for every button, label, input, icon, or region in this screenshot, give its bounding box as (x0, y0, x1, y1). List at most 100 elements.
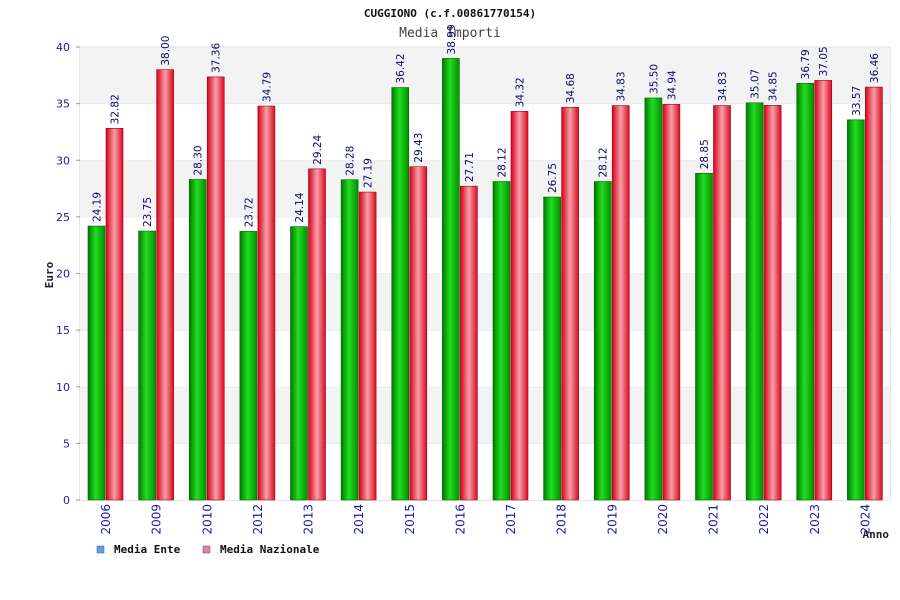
bar-media-nazionale-2022 (763, 105, 782, 501)
bar-media-nazionale-2017 (510, 111, 529, 501)
bar-media-ente-2006 (87, 225, 106, 501)
value-label: 23.72 (243, 197, 255, 227)
x-tick-label: 2009 (150, 504, 164, 535)
bar-media-ente-2016 (442, 58, 460, 501)
value-label: 37.05 (818, 46, 830, 76)
value-labels: 24.19 32.82 23.75 38.00 28.30 37.36 23.72 34.79… (92, 24, 881, 227)
legend-label-media-nazionale: Media Nazionale (220, 543, 320, 556)
y-tick-label: 25 (56, 211, 70, 224)
x-tick-label: 2019 (605, 504, 619, 535)
bar-media-ente-2013 (290, 226, 308, 501)
bar-media-nazionale-2009 (156, 69, 174, 501)
value-label: 36.42 (395, 53, 407, 83)
x-tick-label: 2010 (200, 504, 214, 535)
x-tick-label: 2024 (858, 504, 872, 535)
value-label: 26.75 (547, 163, 559, 193)
y-tick-label: 10 (56, 381, 70, 394)
x-tick-label: 2015 (403, 504, 417, 535)
x-tick-label: 2014 (352, 504, 366, 535)
value-label: 23.75 (142, 197, 154, 227)
x-axis-label: Anno (863, 528, 890, 541)
value-label: 28.85 (699, 139, 711, 169)
bar-media-nazionale-2006 (105, 128, 124, 501)
x-tick-label: 2023 (808, 504, 822, 535)
value-label: 24.19 (92, 192, 104, 222)
value-label: 27.71 (464, 152, 476, 182)
bar-media-ente-2012 (239, 231, 258, 501)
bar-media-nazionale-2024 (865, 86, 883, 501)
bar-media-ente-2014 (340, 179, 359, 501)
value-label: 34.68 (565, 73, 577, 103)
value-label: 33.57 (851, 86, 863, 116)
chart-subtitle: Media Importi (399, 26, 501, 41)
y-tick-label: 5 (63, 437, 70, 450)
value-label: 35.50 (648, 64, 660, 94)
bar-media-nazionale-2013 (308, 168, 326, 501)
value-label: 36.79 (800, 49, 812, 79)
bar-media-nazionale-2019 (611, 105, 630, 501)
legend: Media Ente Media Nazionale (96, 543, 320, 556)
bars (87, 58, 883, 501)
bar-media-nazionale-2015 (409, 166, 428, 501)
bar-media-ente-2018 (543, 196, 561, 501)
y-tick-label: 35 (56, 98, 70, 111)
chart-title: CUGGIONO (c.f.00861770154) (364, 7, 536, 20)
value-label: 36.46 (869, 53, 881, 83)
x-tick-label: 2012 (251, 504, 265, 535)
x-tick-label: 2006 (99, 504, 113, 535)
bar-media-ente-2021 (695, 172, 713, 501)
x-axis: 2006 2009 2010 2012 2013 2014 2015 2016 2017 2018… (99, 504, 872, 535)
value-label: 27.19 (363, 158, 375, 188)
bar-media-ente-2010 (188, 179, 207, 501)
value-label: 32.82 (110, 94, 122, 124)
x-tick-label: 2016 (453, 504, 467, 535)
bar-media-nazionale-2016 (460, 185, 478, 501)
bar-media-ente-2019 (593, 181, 612, 501)
value-label: 28.30 (193, 145, 205, 175)
x-tick-label: 2021 (707, 504, 721, 535)
y-tick-label: 30 (56, 154, 70, 167)
y-tick-label: 15 (56, 324, 70, 337)
bar-media-nazionale-2010 (206, 76, 225, 501)
value-label: 28.12 (497, 147, 509, 177)
value-label: 34.94 (666, 70, 678, 100)
value-label: 35.07 (750, 69, 762, 99)
value-label: 34.83 (616, 71, 628, 101)
value-label: 34.83 (717, 71, 729, 101)
y-tick-label: 0 (63, 494, 70, 507)
bar-media-ente-2017 (492, 181, 511, 501)
y-axis-label: Euro (43, 261, 56, 288)
value-label: 24.14 (294, 192, 306, 222)
value-label: 29.24 (312, 134, 324, 164)
x-tick-label: 2013 (302, 504, 316, 535)
y-tick-label: 20 (56, 268, 70, 281)
bar-media-ente-2022 (745, 102, 764, 501)
y-axis: 0 5 10 15 20 25 30 35 40 (56, 41, 80, 507)
x-tick-label: 2020 (656, 504, 670, 535)
bar-media-ente-2009 (138, 230, 156, 501)
bar-media-ente-2024 (847, 119, 865, 501)
bar-media-nazionale-2014 (358, 191, 377, 501)
value-label: 34.79 (261, 72, 273, 102)
value-label: 34.85 (768, 71, 780, 101)
value-label: 28.12 (598, 147, 610, 177)
legend-label-media-ente: Media Ente (114, 543, 181, 556)
value-label: 28.28 (345, 146, 357, 176)
bar-media-nazionale-2020 (662, 104, 681, 501)
value-label: 29.43 (413, 133, 425, 163)
legend-swatch-media-nazionale (202, 545, 211, 554)
value-label: 34.32 (515, 77, 527, 107)
x-tick-label: 2017 (504, 504, 518, 535)
bar-media-ente-2023 (796, 83, 815, 501)
y-tick-label: 40 (56, 41, 70, 54)
bar-media-ente-2015 (391, 87, 410, 501)
bar-media-nazionale-2023 (814, 80, 833, 501)
legend-swatch-media-ente (96, 545, 105, 554)
bar-media-ente-2020 (644, 97, 663, 501)
value-label: 38.99 (446, 24, 458, 54)
bar-media-nazionale-2012 (257, 105, 276, 501)
x-tick-label: 2022 (757, 504, 771, 535)
value-label: 38.00 (160, 36, 172, 66)
bar-media-nazionale-2021 (713, 105, 731, 501)
